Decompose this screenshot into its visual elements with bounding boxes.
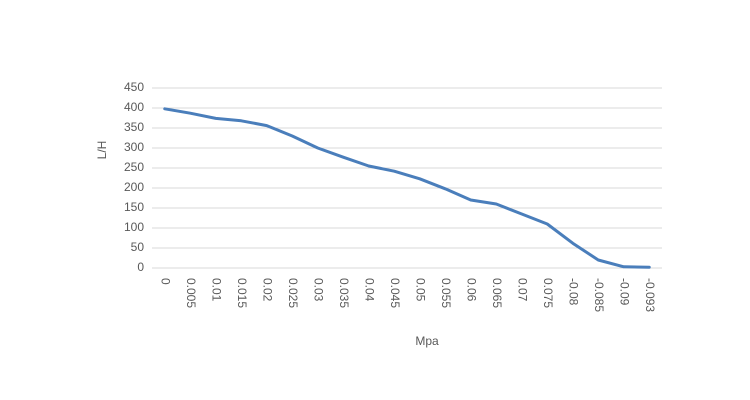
x-tick-label: -0.085 — [592, 278, 606, 312]
x-tick-label: 0.07 — [516, 278, 530, 302]
y-tick-label: 250 — [124, 160, 144, 174]
x-tick-label: -0.08 — [567, 278, 581, 306]
y-tick-label: 200 — [124, 180, 144, 194]
y-axis-title: L/H — [95, 141, 109, 160]
x-tick-label: 0.01 — [210, 278, 224, 302]
x-axis-title: Mpa — [415, 334, 439, 348]
x-tick-label: 0.03 — [312, 278, 326, 302]
x-tick-label: 0.075 — [541, 278, 555, 308]
x-tick-label: 0.035 — [337, 278, 351, 308]
y-tick-label: 300 — [124, 140, 144, 154]
y-tick-label: 400 — [124, 100, 144, 114]
x-tick-label: 0.02 — [261, 278, 275, 302]
y-tick-label: 150 — [124, 200, 144, 214]
y-tick-label: 350 — [124, 120, 144, 134]
x-tick-label: 0.045 — [388, 278, 402, 308]
x-tick-label: 0.04 — [363, 278, 377, 302]
data-line — [163, 107, 651, 269]
x-tick-label: 0.025 — [286, 278, 300, 308]
x-tick-label: -0.09 — [618, 278, 632, 306]
x-tick-label: 0.015 — [235, 278, 249, 308]
y-tick-label: 0 — [137, 260, 144, 274]
x-tick-label: 0.06 — [465, 278, 479, 302]
x-tick-label: -0.093 — [643, 278, 657, 312]
y-tick-label: 450 — [124, 80, 144, 94]
x-tick-label: 0.065 — [490, 278, 504, 308]
y-tick-label: 100 — [124, 220, 144, 234]
x-tick-label: 0.05 — [414, 278, 428, 302]
x-tick-label: 0 — [159, 278, 173, 285]
x-tick-label: 0.055 — [439, 278, 453, 308]
x-tick-label: 0.005 — [184, 278, 198, 308]
y-tick-label: 50 — [131, 240, 145, 254]
